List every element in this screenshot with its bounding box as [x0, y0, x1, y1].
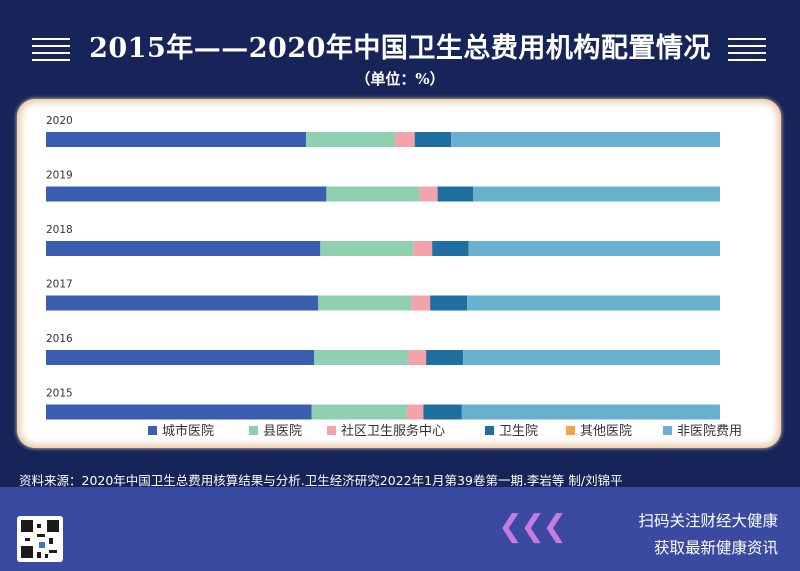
legend-label: 县医院 [263, 424, 302, 439]
bar-segment [423, 404, 462, 420]
chevron-left-icon: ❮❮❮ [498, 509, 567, 544]
bar-segment [437, 186, 474, 202]
category-label: 2019 [46, 170, 73, 182]
legend-label: 社区卫生服务中心 [341, 423, 445, 439]
bar-segment [46, 186, 327, 202]
bar-segment [46, 295, 319, 311]
bar-segment [430, 295, 468, 311]
category-label: 2015 [46, 388, 73, 400]
cta-follow-text: 扫码关注财经大健康 [638, 512, 778, 530]
qr-code-icon[interactable] [17, 516, 63, 562]
category-label: 2020 [46, 115, 73, 127]
bar-segment [314, 350, 408, 365]
stacked-bar-chart: 2020 2019 2018 2017 2016 2015 城市医院 县医院 社区卫生服务中心 卫… [46, 115, 742, 439]
title-decoration-right [728, 38, 766, 66]
legend-swatch [485, 426, 494, 435]
bar-segment [461, 404, 720, 420]
bar-segment [326, 186, 420, 202]
category-label: 2018 [46, 224, 73, 236]
chart-card: 2020 2019 2018 2017 2016 2015 城市医院 县医院 社区卫生服务中心 卫… [17, 99, 781, 448]
unit-label: （单位：%） [355, 70, 445, 88]
page-title: 2015年——2020年中国卫生总费用机构配置情况 [89, 33, 711, 64]
bar-segment [411, 295, 431, 311]
bar-segment [306, 132, 396, 147]
legend-label: 卫生院 [499, 424, 538, 439]
source-note: 资料来源：2020年中国卫生总费用核算结果与分析.卫生经济研究2022年1月第3… [19, 473, 623, 488]
bar-segment [426, 350, 464, 365]
bar-segment [407, 350, 427, 365]
bar-segment [46, 241, 321, 256]
bar-segment [413, 241, 433, 256]
bar-segment [419, 186, 438, 202]
legend-swatch [148, 426, 157, 435]
legend-label: 非医院费用 [677, 424, 742, 439]
bar-segment [473, 186, 720, 202]
legend-swatch [327, 426, 336, 435]
bar-segment [406, 404, 424, 420]
legend-label: 城市医院 [162, 423, 214, 439]
cta-news-text: 获取最新健康资讯 [653, 539, 778, 557]
category-label: 2017 [46, 279, 73, 291]
legend-swatch [663, 426, 672, 435]
legend-swatch [566, 426, 575, 435]
bar-segment [320, 241, 414, 256]
bar-segment [451, 132, 720, 147]
bar-segment [468, 241, 720, 256]
bar-segment [463, 350, 720, 365]
legend-swatch [249, 426, 258, 435]
bar-segment [46, 350, 315, 365]
bar-segment [311, 404, 407, 420]
bar-segment [46, 404, 312, 420]
bar-segment [432, 241, 469, 256]
footer-banner: ❮❮❮ 扫码关注财经大健康 获取最新健康资讯 [0, 487, 800, 571]
bar-segment [395, 132, 415, 147]
category-label: 2016 [46, 333, 73, 345]
bar-segment [414, 132, 452, 147]
bar-segment [46, 132, 307, 147]
legend-label: 其他医院 [580, 424, 632, 439]
bar-segment [467, 295, 720, 311]
bar-segment [318, 295, 412, 311]
title-decoration-left [32, 38, 70, 66]
header: 2015年——2020年中国卫生总费用机构配置情况 （单位：%） [0, 0, 800, 98]
